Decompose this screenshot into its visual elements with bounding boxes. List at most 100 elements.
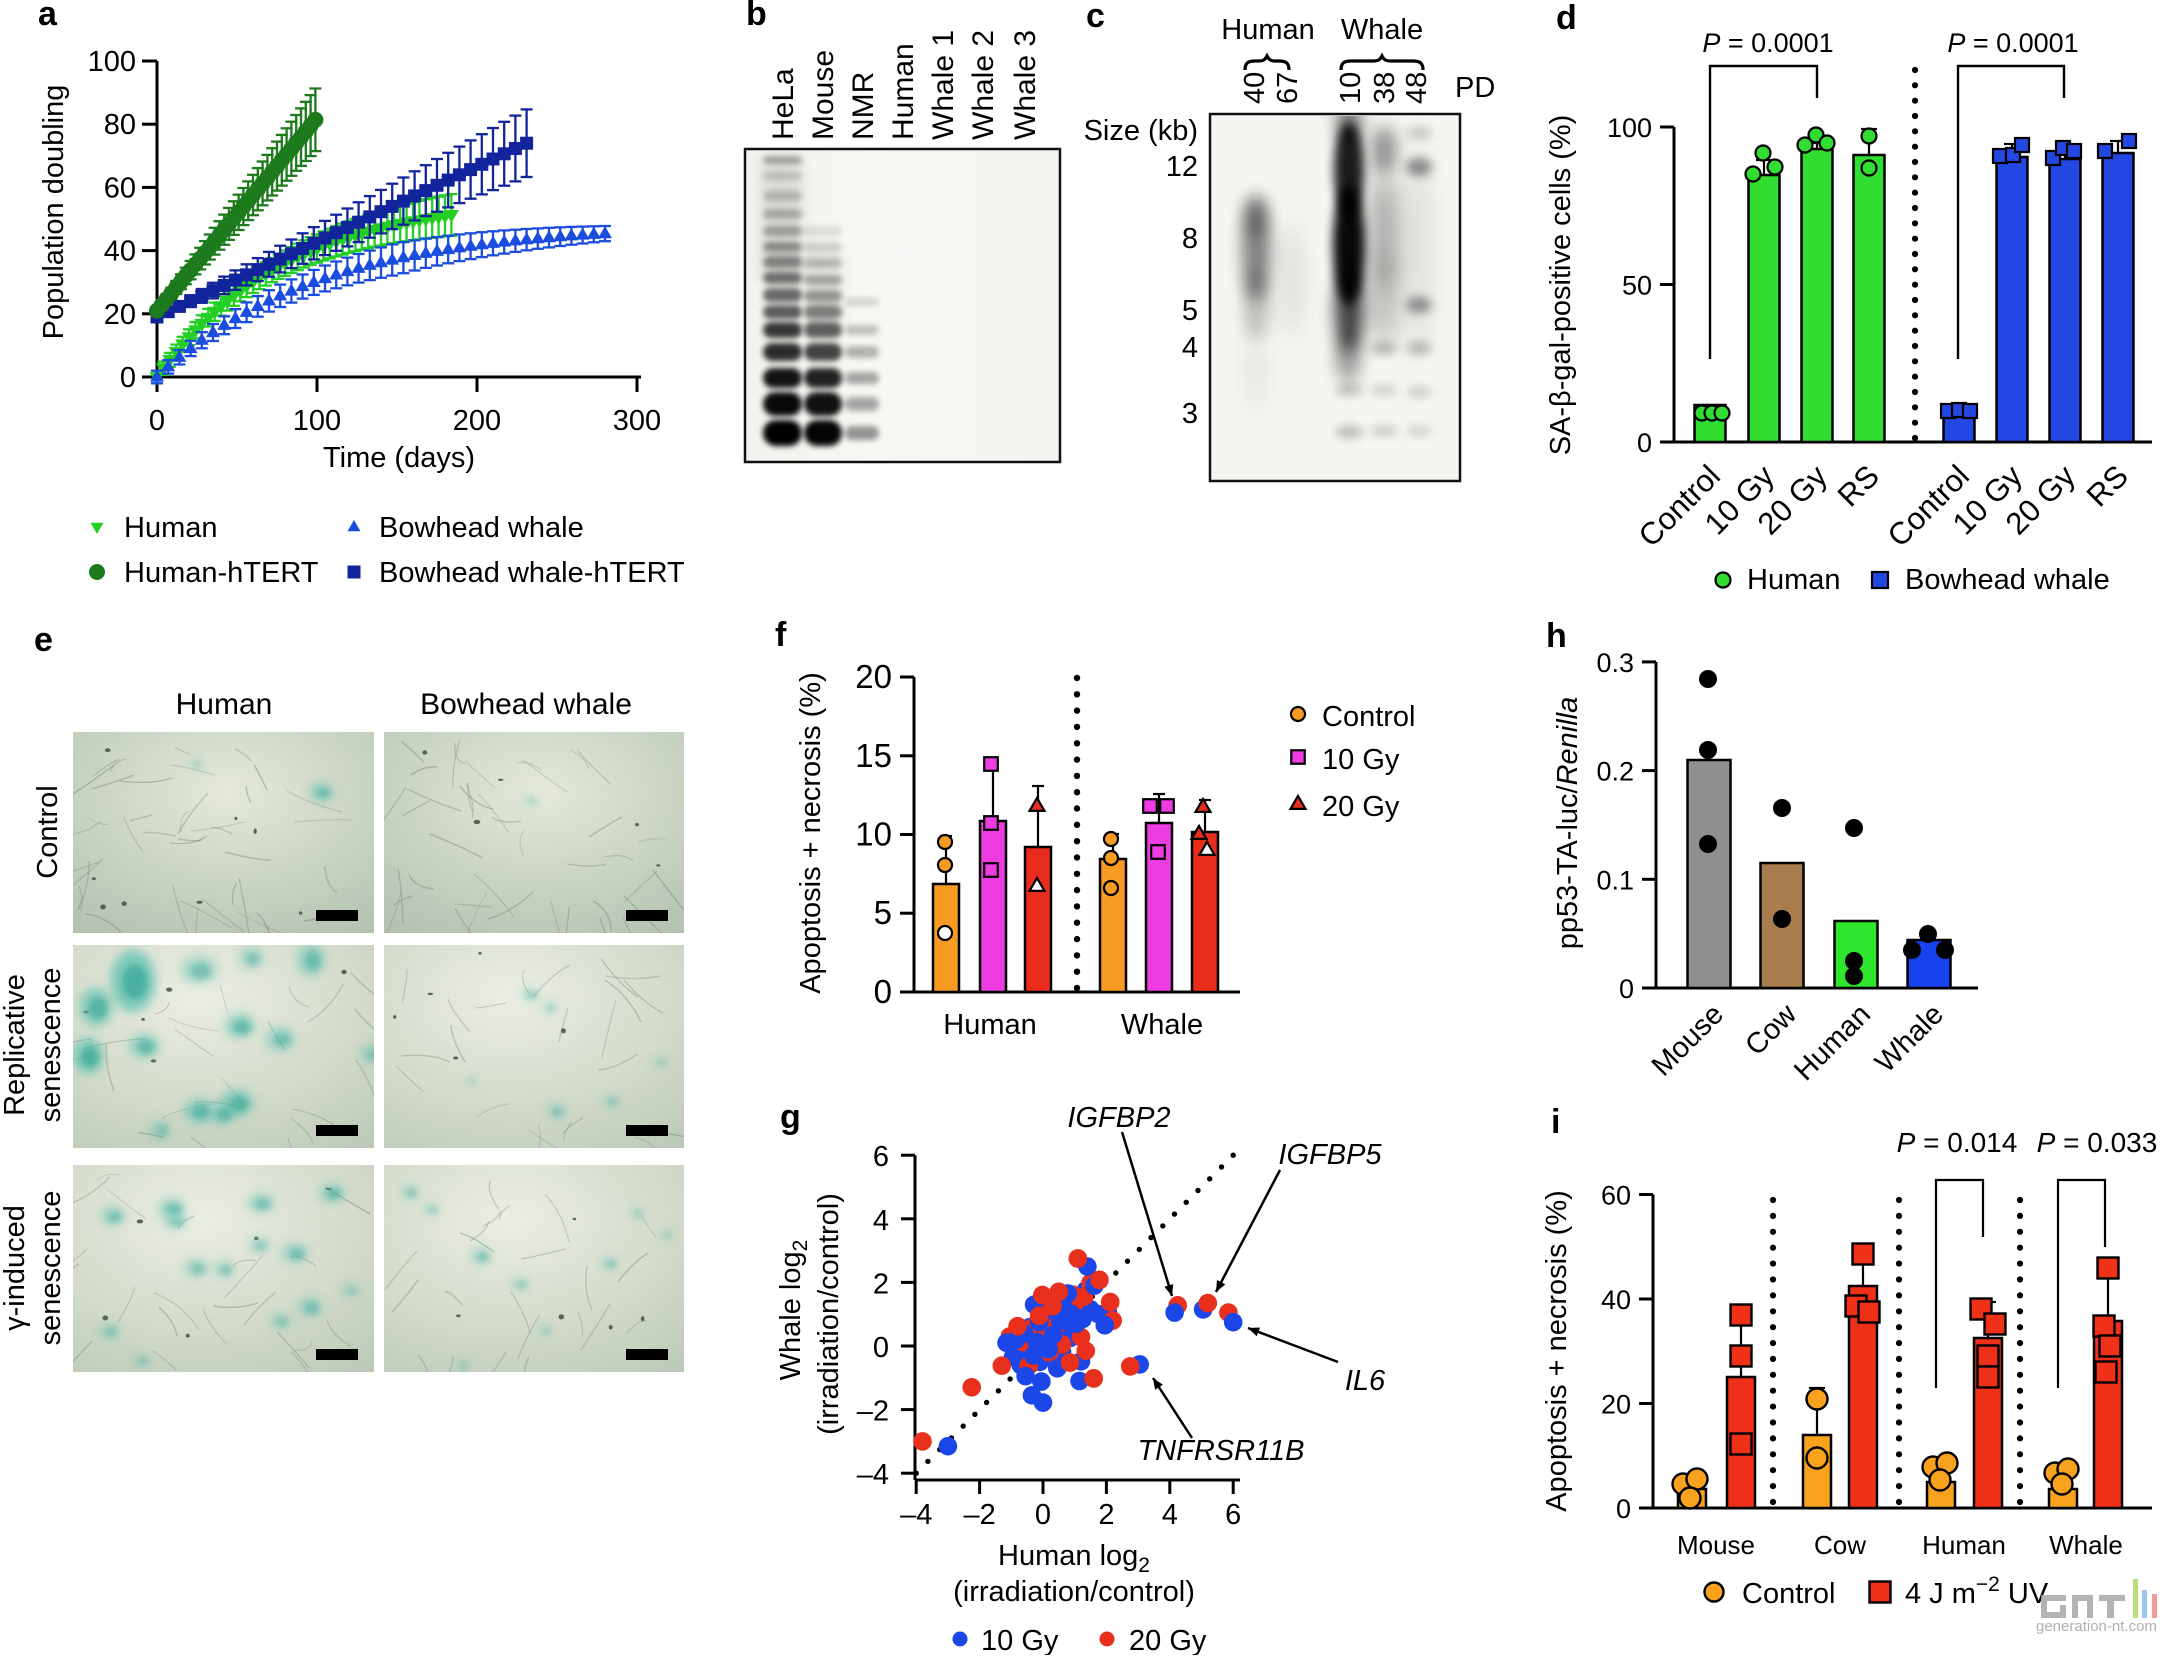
svg-text:100: 100 [293, 405, 341, 437]
svg-text:Population doubling: Population doubling [38, 85, 70, 340]
svg-text:Size (kb): Size (kb) [1084, 115, 1198, 147]
svg-text:a: a [38, 0, 58, 33]
svg-text:10 Gy: 10 Gy [1322, 744, 1400, 776]
svg-text:0: 0 [1035, 1499, 1051, 1531]
svg-text:Human: Human [124, 512, 218, 544]
svg-text:12: 12 [1166, 151, 1198, 183]
svg-text:P = 0.014: P = 0.014 [1897, 1127, 2018, 1158]
svg-text:Human: Human [887, 43, 920, 140]
svg-text:200: 200 [453, 405, 501, 437]
svg-text:6: 6 [873, 1141, 889, 1173]
svg-text:SA-β-gal-positive cells (%): SA-β-gal-positive cells (%) [1545, 115, 1577, 456]
svg-text:Whale: Whale [2049, 1530, 2123, 1560]
svg-text:60: 60 [1601, 1181, 1631, 1211]
svg-text:3: 3 [1182, 398, 1198, 430]
svg-text:40: 40 [1239, 72, 1271, 104]
svg-text:pp53-TA-luc/Renilla: pp53-TA-luc/Renilla [1552, 697, 1584, 950]
svg-text:TNFRSR11B: TNFRSR11B [1137, 1435, 1304, 1467]
svg-text:P = 0.0001: P = 0.0001 [1947, 28, 2078, 58]
svg-text:20: 20 [104, 299, 136, 331]
svg-text:20 Gy: 20 Gy [1129, 1625, 1207, 1655]
svg-text:senescence: senescence [35, 968, 67, 1123]
svg-text:Bowhead whale: Bowhead whale [379, 512, 584, 544]
svg-text:P = 0.0001: P = 0.0001 [1702, 28, 1833, 58]
svg-text:Human-hTERT: Human-hTERT [124, 557, 319, 589]
svg-text:Whale: Whale [1121, 1009, 1203, 1041]
svg-text:40: 40 [104, 236, 136, 268]
svg-text:generation-nt.com: generation-nt.com [2036, 1618, 2157, 1635]
svg-text:Whale log2: Whale log2 [775, 1240, 812, 1381]
svg-text:Bowhead whale: Bowhead whale [420, 688, 632, 721]
svg-text:Human: Human [943, 1009, 1037, 1041]
svg-text:4: 4 [1182, 332, 1198, 364]
svg-text:Human log2: Human log2 [998, 1540, 1150, 1577]
svg-text:20: 20 [855, 658, 892, 695]
svg-text:0: 0 [120, 362, 136, 394]
svg-text:6: 6 [1225, 1499, 1241, 1531]
svg-text:10: 10 [1335, 72, 1367, 104]
svg-text:Control: Control [1742, 1578, 1836, 1610]
svg-text:c: c [1086, 0, 1105, 35]
svg-text:(irradiation/control): (irradiation/control) [953, 1576, 1195, 1608]
svg-text:0: 0 [873, 1332, 889, 1364]
svg-text:5: 5 [874, 894, 892, 931]
svg-text:Bowhead whale: Bowhead whale [1905, 564, 2110, 596]
svg-text:5: 5 [1182, 295, 1198, 327]
svg-text:IGFBP5: IGFBP5 [1278, 1139, 1382, 1171]
svg-text:0.2: 0.2 [1596, 757, 1634, 787]
svg-text:0.1: 0.1 [1596, 865, 1634, 895]
svg-text:Mouse: Mouse [807, 50, 840, 140]
svg-text:g: g [780, 1098, 801, 1136]
svg-text:Time (days): Time (days) [323, 442, 475, 474]
svg-text:Apoptosis + necrosis (%): Apoptosis + necrosis (%) [795, 672, 827, 994]
svg-text:Whale 3: Whale 3 [1009, 30, 1042, 140]
svg-text:67: 67 [1272, 72, 1304, 104]
svg-text:0.3: 0.3 [1596, 648, 1634, 678]
svg-text:8: 8 [1182, 223, 1198, 255]
svg-text:γ-induced: γ-induced [0, 1205, 31, 1331]
svg-text:Control: Control [1322, 701, 1416, 733]
svg-text:50: 50 [1622, 271, 1652, 301]
svg-text:Human: Human [1747, 564, 1841, 596]
svg-text:20 Gy: 20 Gy [1322, 791, 1400, 823]
svg-text:–4: –4 [857, 1459, 889, 1491]
svg-text:10 Gy: 10 Gy [981, 1625, 1059, 1655]
svg-text:100: 100 [1607, 113, 1652, 143]
svg-text:IL6: IL6 [1345, 1365, 1386, 1397]
svg-text:NMR: NMR [847, 72, 880, 140]
svg-text:0: 0 [1619, 974, 1634, 1004]
svg-text:P = 0.033: P = 0.033 [2037, 1127, 2158, 1158]
svg-text:Apoptosis + necrosis (%): Apoptosis + necrosis (%) [1541, 1190, 1573, 1512]
svg-text:0: 0 [149, 405, 165, 437]
svg-text:(irradiation/control): (irradiation/control) [813, 1193, 845, 1435]
svg-text:Human: Human [176, 688, 273, 721]
svg-text:–2: –2 [857, 1396, 889, 1428]
svg-text:–4: –4 [900, 1499, 932, 1531]
svg-text:48: 48 [1401, 72, 1433, 104]
svg-text:HeLa: HeLa [767, 68, 800, 140]
svg-text:10: 10 [855, 816, 892, 853]
svg-text:15: 15 [855, 737, 892, 774]
svg-text:h: h [1546, 617, 1567, 655]
svg-text:d: d [1556, 0, 1577, 37]
svg-text:Human: Human [1221, 14, 1315, 46]
svg-text:Whale 2: Whale 2 [967, 30, 1000, 140]
svg-text:b: b [746, 0, 767, 33]
svg-text:Control: Control [32, 785, 64, 879]
svg-text:300: 300 [613, 405, 661, 437]
svg-text:–2: –2 [963, 1499, 995, 1531]
svg-text:i: i [1551, 1103, 1560, 1141]
svg-text:PD: PD [1455, 72, 1495, 104]
svg-text:0: 0 [874, 973, 892, 1010]
svg-text:Whale: Whale [1341, 14, 1423, 46]
svg-text:2: 2 [873, 1268, 889, 1300]
svg-text:IGFBP2: IGFBP2 [1067, 1102, 1170, 1134]
svg-text:Human: Human [1922, 1530, 2006, 1560]
svg-text:Bowhead whale-hTERT: Bowhead whale-hTERT [379, 557, 685, 589]
svg-text:80: 80 [104, 109, 136, 141]
svg-text:senescence: senescence [35, 1191, 67, 1346]
svg-text:0: 0 [1616, 1494, 1631, 1524]
svg-text:2: 2 [1098, 1499, 1114, 1531]
svg-text:60: 60 [104, 172, 136, 204]
svg-text:38: 38 [1369, 72, 1401, 104]
